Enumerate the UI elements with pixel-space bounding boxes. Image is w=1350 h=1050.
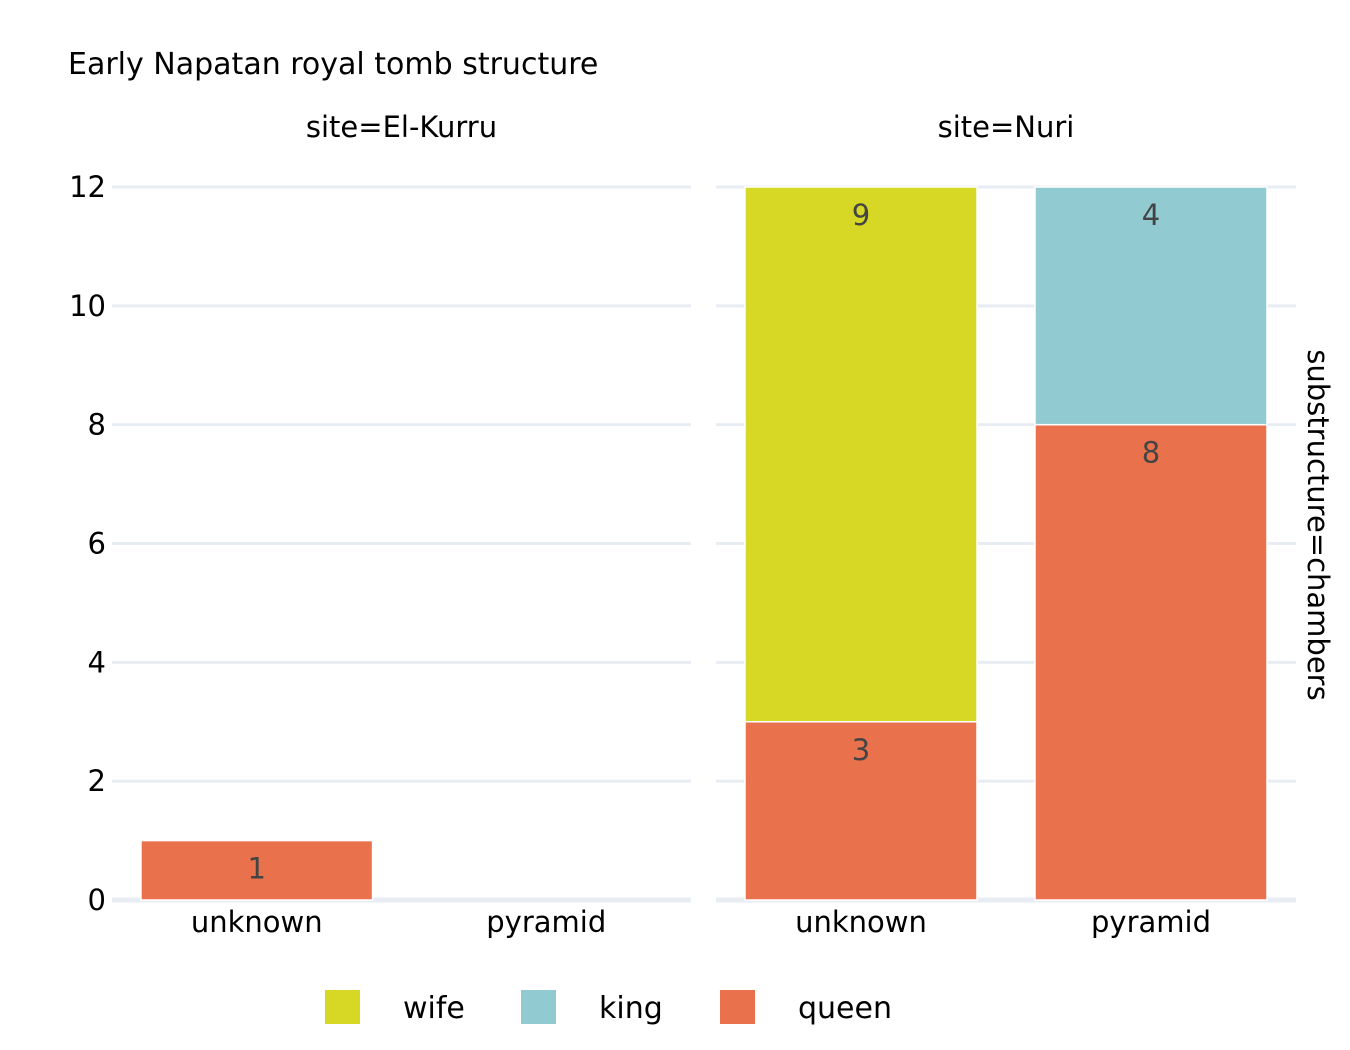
chart-title: Early Napatan royal tomb structure xyxy=(68,47,598,82)
row-facet-label: substructure=chambers xyxy=(1301,349,1335,700)
legend: wife king queen xyxy=(325,990,892,1026)
bar-queen-pyramid xyxy=(1034,423,1268,901)
legend-swatch-king xyxy=(521,990,556,1024)
x-tick-label: unknown xyxy=(795,905,927,939)
facet-labels: site=El-Kurru site=Nuri xyxy=(306,110,1074,144)
data-label: 1 xyxy=(248,852,266,886)
y-tick-label: 12 xyxy=(69,170,106,204)
y-tick-label: 0 xyxy=(88,883,106,917)
data-label: 4 xyxy=(1142,198,1160,232)
data-label: 8 xyxy=(1142,436,1160,470)
x-tick-label: unknown xyxy=(191,905,323,939)
x-axis: unknown pyramid unknown pyramid xyxy=(191,905,1211,939)
y-tick-label: 6 xyxy=(88,527,106,561)
facet-label: site=El-Kurru xyxy=(306,110,497,144)
bar-queen-unknown xyxy=(140,839,374,901)
data-label: 9 xyxy=(852,198,870,232)
facet-label: site=Nuri xyxy=(938,110,1075,144)
y-tick-label: 8 xyxy=(88,408,106,442)
x-tick-label: pyramid xyxy=(486,905,606,939)
bars: 1 3 9 8 4 xyxy=(140,186,1268,901)
y-axis: 0 2 4 6 8 10 12 xyxy=(69,170,106,917)
bar-wife-unknown xyxy=(744,186,978,723)
y-tick-label: 2 xyxy=(88,764,106,798)
legend-label-queen: queen xyxy=(798,991,892,1026)
y-tick-label: 4 xyxy=(88,645,106,679)
legend-label-king: king xyxy=(599,991,663,1026)
bar-king-pyramid xyxy=(1034,186,1268,426)
x-tick-label: pyramid xyxy=(1091,905,1211,939)
legend-swatch-wife xyxy=(325,990,360,1024)
bar-queen-unknown xyxy=(744,721,978,901)
legend-swatch-queen xyxy=(720,990,755,1024)
data-label: 3 xyxy=(852,733,870,767)
legend-label-wife: wife xyxy=(403,991,465,1026)
y-tick-label: 10 xyxy=(69,289,106,323)
